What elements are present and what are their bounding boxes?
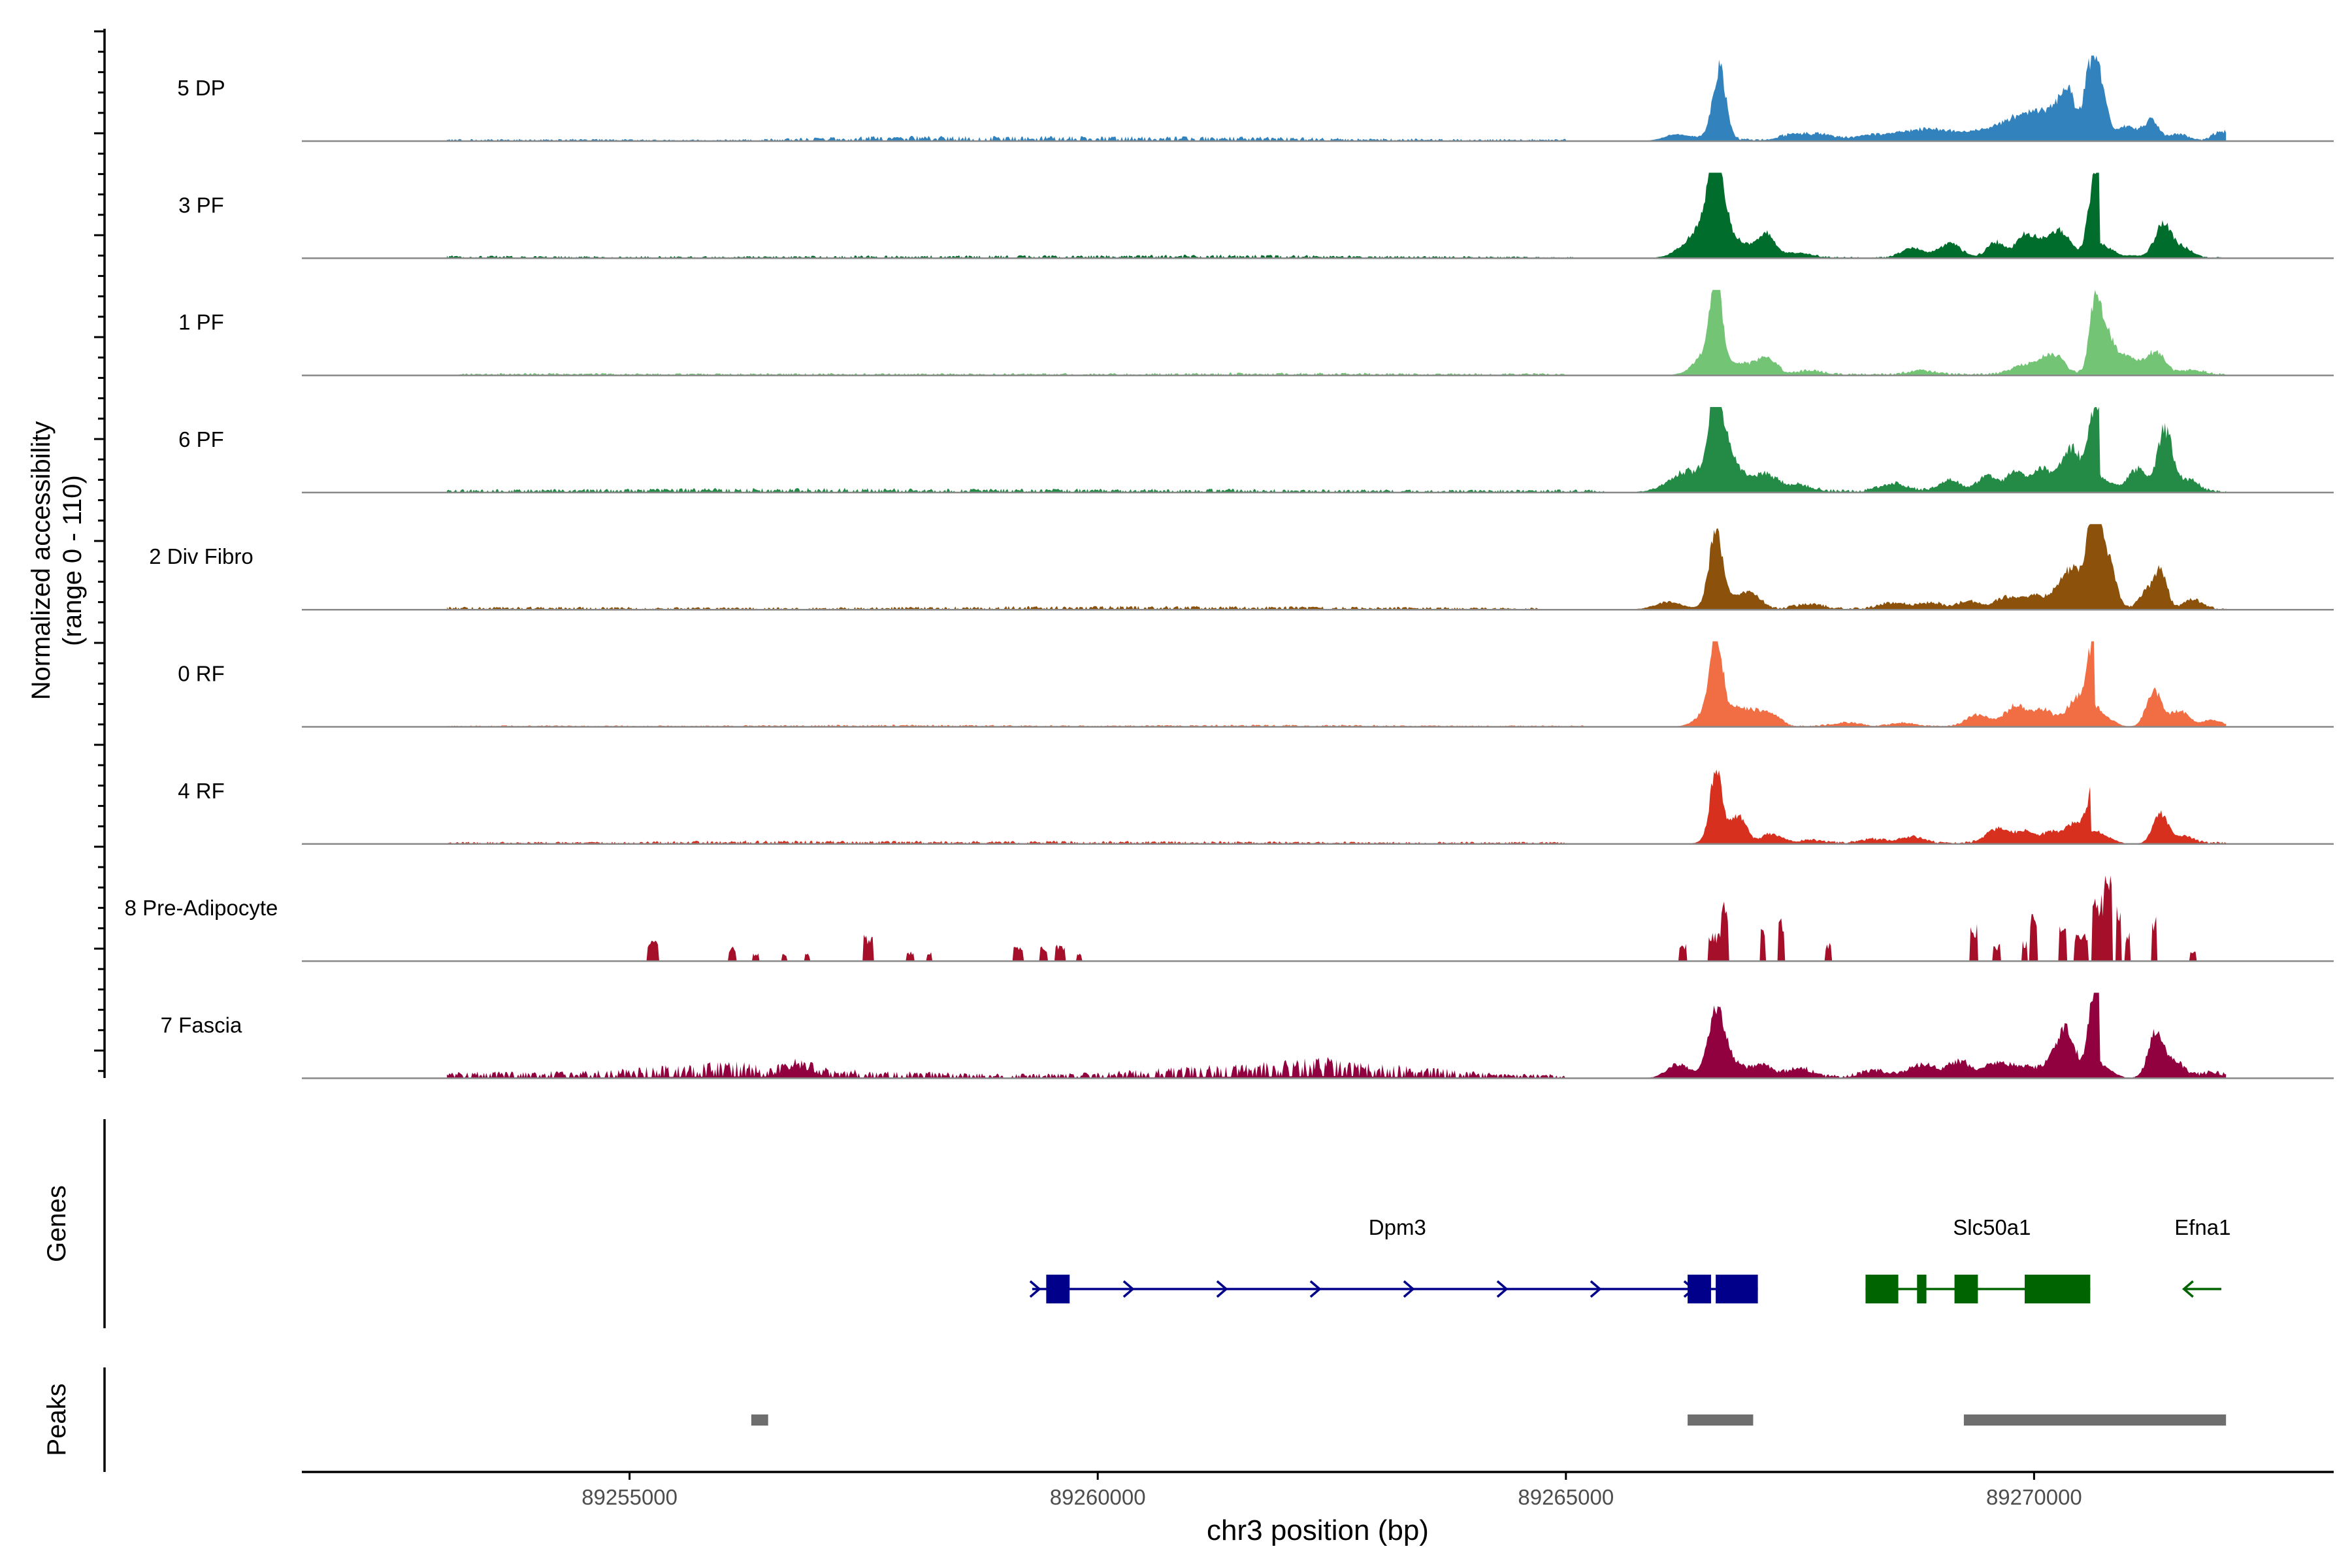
gene-exon [1688,1275,1711,1303]
strand-arrow [2182,1280,2194,1298]
strand-arrow [1029,1280,1041,1298]
x-axis-title: chr3 position (bp) [1207,1514,1429,1546]
coverage-track: 6 PF [178,407,2334,494]
genes-panel-title: Genes [42,1185,71,1262]
strand-arrow [1496,1280,1509,1298]
x-axis: 89255000 89260000 89265000 89270000 chr3 po… [302,1471,2334,1546]
coverage-area [447,875,2227,962]
peak-region [1688,1414,1754,1426]
y-axis-title-line1: Normalized accessibility [27,421,56,700]
coverage-track: 3 PF [178,172,2334,259]
gene-exon [1954,1275,1978,1303]
x-axis-ticks: 89255000 89260000 89265000 89270000 [581,1472,2082,1509]
x-tick-label: 89265000 [1518,1485,1614,1509]
genes-panel: Genes Dpm3 Slc50a1 Efna1 [42,1119,2230,1328]
y-axis-title-line2: (range 0 - 110) [58,475,87,646]
strand-arrow [1122,1280,1135,1298]
track-label: 8 Pre-Adipocyte [125,896,278,920]
gene-exon [1917,1275,1927,1303]
coverage-track: 5 DP [177,56,2334,142]
track-label: 4 RF [178,779,225,803]
gene-exon [1716,1275,1758,1303]
peak-regions [751,1414,2227,1426]
track-label: 5 DP [177,76,225,100]
gene-models: Dpm3 Slc50a1 Efna1 [1029,1215,2230,1303]
coverage-area [447,992,2227,1079]
track-label: 7 Fascia [161,1013,242,1037]
coverage-area [447,524,2227,610]
strand-arrow [1590,1280,1602,1298]
track-label: 0 RF [178,662,225,686]
coverage-track: 2 Div Fibro [149,524,2334,611]
peak-region [751,1414,768,1426]
coverage-track: 0 RF [178,641,2334,728]
x-tick-label: 89270000 [1986,1485,2082,1509]
track-label: 6 PF [178,427,224,451]
coverage-area [447,407,2227,493]
coverage-track: 1 PF [178,289,2334,376]
coverage-track: 7 Fascia [161,992,2334,1079]
gene-label: Slc50a1 [1953,1215,2031,1239]
coverage-y-ticks [94,30,105,1072]
coverage-panel: 5 DP 3 PF 1 PF 6 PF 2 Div Fibro 0 RF 4 RF 8 Pre… [27,29,2334,1079]
strand-arrow [1216,1280,1228,1298]
gene-label: Efna1 [2174,1215,2230,1239]
gene-exon [2025,1275,2091,1303]
coverage-area [447,289,2227,376]
x-tick-label: 89255000 [581,1485,678,1509]
strand-arrow [1403,1280,1415,1298]
gene-exon [1865,1275,1899,1303]
coverage-track: 4 RF [178,769,2334,845]
coverage-track: 8 Pre-Adipocyte [125,875,2334,962]
peaks-panel-title: Peaks [42,1383,71,1456]
track-label: 1 PF [178,310,224,335]
gene: Dpm3 [1029,1215,1758,1303]
gene-exon [1046,1275,1070,1303]
track-label: 2 Div Fibro [149,544,253,568]
strand-arrow [1309,1280,1322,1298]
peaks-panel: Peaks [42,1367,2227,1472]
coverage-area [447,769,2227,844]
coverage-area [447,172,2227,259]
coverage-area [447,56,2227,141]
gene: Efna1 [2174,1215,2230,1298]
peak-region [1963,1414,2227,1426]
track-label: 3 PF [178,193,224,217]
coverage-tracks: 5 DP 3 PF 1 PF 6 PF 2 Div Fibro 0 RF 4 RF 8 Pre… [125,56,2334,1079]
gene: Slc50a1 [1865,1215,2091,1303]
gene-label: Dpm3 [1369,1215,1426,1239]
coverage-area [447,641,2227,727]
x-tick-label: 89260000 [1050,1485,1146,1509]
